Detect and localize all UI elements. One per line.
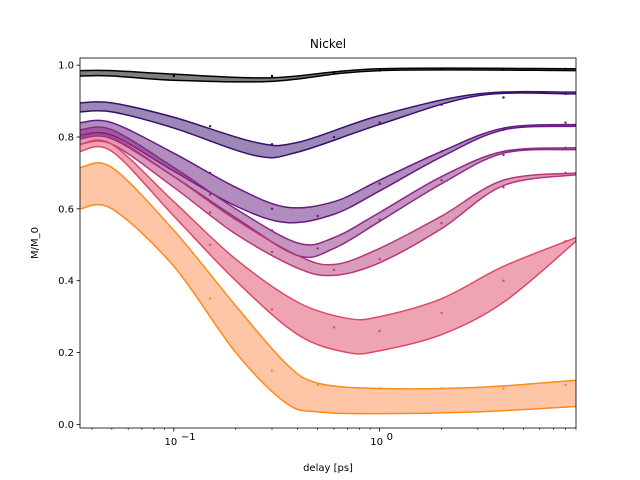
axes-layer: 0.0 0.2 0.4 0.6 0.8 1.0 10 −1 10 0 xyxy=(58,61,577,448)
series-4-point-5 xyxy=(440,178,443,182)
x-tick-label: 10 xyxy=(370,437,383,448)
series-5-point-5 xyxy=(440,222,443,225)
series-3-point-3 xyxy=(316,214,319,218)
series-2-point-1 xyxy=(208,125,212,128)
series-1-upper-line xyxy=(79,67,577,79)
series-3-point-1 xyxy=(208,171,212,175)
y-tick-label: 0.0 xyxy=(58,420,74,431)
series-1-point-2 xyxy=(270,74,274,78)
series-6 xyxy=(79,139,577,355)
series-3-point-5 xyxy=(440,150,443,153)
series-1-point-3 xyxy=(332,71,336,74)
series-7-upper-line xyxy=(79,162,577,390)
series-layer xyxy=(79,67,577,415)
series-7-point-5 xyxy=(440,387,443,390)
series-1 xyxy=(79,67,577,83)
series-6-point-2 xyxy=(270,308,274,311)
series-5-upper-line xyxy=(79,133,577,266)
series-1-point-1 xyxy=(172,74,176,78)
series-6-point-1 xyxy=(208,243,212,246)
series-5-point-2 xyxy=(270,250,274,254)
y-tick-label: 0.2 xyxy=(58,348,74,359)
series-4-point-3 xyxy=(316,247,319,250)
series-1-lower-line xyxy=(79,69,577,83)
series-3-point-4 xyxy=(378,182,381,185)
series-5 xyxy=(79,133,577,277)
series-7-band xyxy=(80,162,576,414)
series-7-point-4 xyxy=(378,387,381,390)
series-1-point-6 xyxy=(502,67,505,70)
series-1-point-4 xyxy=(378,69,381,72)
series-7-lower-line xyxy=(79,203,577,415)
y-tick-label: 0.4 xyxy=(58,276,74,287)
series-6-point-7 xyxy=(564,240,567,243)
series-7-point-6 xyxy=(502,387,505,390)
series-3-upper-line xyxy=(79,119,577,209)
series-5-lower-line xyxy=(79,140,577,277)
chart-title: Nickel xyxy=(310,37,346,51)
series-7-point-3 xyxy=(316,383,319,387)
series-2-point-7 xyxy=(564,92,567,96)
y-axis-label: M/M_0 xyxy=(30,227,41,259)
series-2-point-4 xyxy=(378,121,381,124)
series-5-point-4 xyxy=(378,257,381,261)
series-7-point-7 xyxy=(564,383,567,387)
series-4-point-6 xyxy=(502,153,505,157)
series-1-point-5 xyxy=(440,67,443,70)
series-5-band xyxy=(80,134,576,276)
series-3-point-7 xyxy=(564,121,567,124)
series-1-band xyxy=(80,68,576,83)
y-tick-label: 0.8 xyxy=(58,133,74,144)
series-7 xyxy=(79,162,577,415)
series-4-point-1 xyxy=(208,193,212,196)
series-5-point-6 xyxy=(502,186,505,189)
series-4-point-2 xyxy=(270,229,274,232)
series-3-point-2 xyxy=(270,207,274,211)
series-4-upper-line xyxy=(79,126,577,246)
series-2-band xyxy=(80,91,576,158)
series-2-point-5 xyxy=(440,103,443,106)
series-6-point-5 xyxy=(440,311,443,315)
series-2-point-2 xyxy=(270,143,274,146)
series-5-point-7 xyxy=(564,171,567,175)
x-tick-label: 10 xyxy=(164,437,177,448)
series-2 xyxy=(79,90,577,159)
y-tick-label: 1.0 xyxy=(58,61,74,72)
y-tick-label: 0.6 xyxy=(58,204,74,215)
series-7-point-1 xyxy=(208,297,212,300)
series-2-lower-line xyxy=(79,92,577,159)
plot-frame xyxy=(79,57,577,429)
x-tick-label-exponent: −1 xyxy=(181,432,196,443)
x-tick-label-exponent: 0 xyxy=(387,432,393,443)
series-6-point-4 xyxy=(378,329,381,333)
series-6-lower-line xyxy=(79,145,577,355)
series-5-point-1 xyxy=(208,211,212,214)
series-6-band xyxy=(80,139,576,354)
x-axis-label: delay [ps] xyxy=(303,463,353,474)
series-6-point-6 xyxy=(502,279,505,282)
series-3-point-6 xyxy=(502,128,505,132)
series-2-point-6 xyxy=(502,96,505,99)
series-1-point-7 xyxy=(564,67,567,70)
series-2-point-3 xyxy=(332,135,336,139)
series-7-point-2 xyxy=(270,369,274,372)
series-4-point-7 xyxy=(564,146,567,150)
series-4-point-4 xyxy=(378,218,381,221)
series-6-point-3 xyxy=(332,326,336,329)
series-2-upper-line xyxy=(79,90,577,147)
series-5-point-3 xyxy=(332,268,336,272)
series-6-upper-line xyxy=(79,139,577,321)
